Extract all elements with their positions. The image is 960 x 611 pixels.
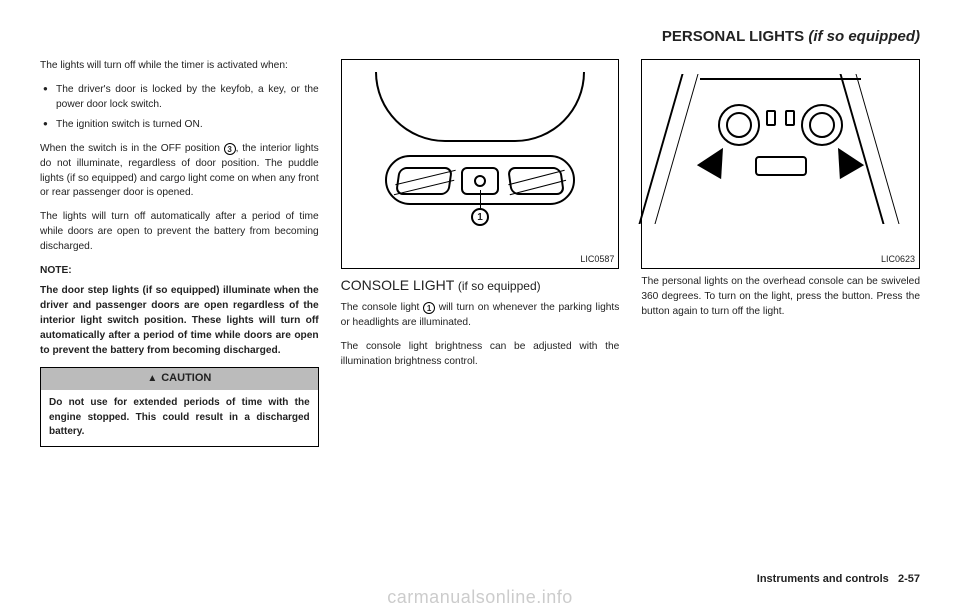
figure-code: LIC0623 (881, 253, 915, 266)
watermark: carmanualsonline.info (0, 587, 960, 608)
column-2: 1 LIC0587 CONSOLE LIGHT (if so equipped)… (341, 59, 620, 447)
console-light-p2: The console light brightness can be adju… (341, 340, 620, 370)
ref-number-1: 1 (423, 302, 435, 314)
content-columns: The lights will turn off while the timer… (40, 59, 920, 447)
header-title: PERSONAL LIGHTS (662, 28, 804, 45)
column-3: LIC0623 The personal lights on the overh… (641, 59, 920, 447)
caution-heading: ▲ CAUTION (41, 368, 318, 390)
col1-auto-off: The lights will turn off automatically a… (40, 210, 319, 254)
light-button-right (785, 110, 795, 126)
arrow-icon (826, 141, 864, 179)
note-body: The door step lights (if so equipped) il… (40, 284, 319, 358)
light-button-left (766, 110, 776, 126)
note-label: NOTE: (40, 264, 319, 279)
caution-body: Do not use for extended periods of time … (41, 390, 318, 446)
center-console-piece (755, 156, 807, 176)
map-lens-left (395, 167, 453, 195)
headliner-edge (700, 78, 861, 80)
ref-number-3: 3 (224, 143, 236, 155)
page-footer: Instruments and controls 2-57 (757, 573, 920, 585)
console-light-p1: The console light 1 will turn on wheneve… (341, 301, 620, 331)
page-header: PERSONAL LIGHTS (if so equipped) (40, 28, 920, 45)
figure-personal-lights: LIC0623 (641, 59, 920, 269)
list-item: The ignition switch is turned ON. (40, 118, 319, 133)
warning-icon: ▲ (147, 372, 157, 387)
column-1: The lights will turn off while the timer… (40, 59, 319, 447)
personal-light-left (718, 104, 760, 146)
figure-console-light: 1 LIC0587 (341, 59, 620, 269)
col1-off-position: When the switch is in the OFF position 3… (40, 142, 319, 201)
console-light-heading: CONSOLE LIGHT (if so equipped) (341, 275, 620, 295)
caution-label: CAUTION (161, 371, 211, 387)
header-qualifier: (if so equipped) (808, 28, 920, 45)
list-item: The driver's door is locked by the keyfo… (40, 83, 319, 113)
roof-outline (375, 72, 585, 142)
personal-lights-text: The personal lights on the overhead cons… (641, 275, 920, 319)
footer-page: 2-57 (898, 573, 920, 585)
caution-box: ▲ CAUTION Do not use for extended period… (40, 367, 319, 446)
callout-1: 1 (471, 208, 489, 226)
arrow-icon (697, 141, 735, 179)
map-lens-right (507, 167, 565, 195)
footer-section: Instruments and controls (757, 573, 889, 585)
col1-list: The driver's door is locked by the keyfo… (40, 83, 319, 133)
personal-light-right (801, 104, 843, 146)
col1-intro: The lights will turn off while the timer… (40, 59, 319, 74)
callout-number: 1 (471, 208, 489, 226)
figure-code: LIC0587 (580, 253, 614, 266)
